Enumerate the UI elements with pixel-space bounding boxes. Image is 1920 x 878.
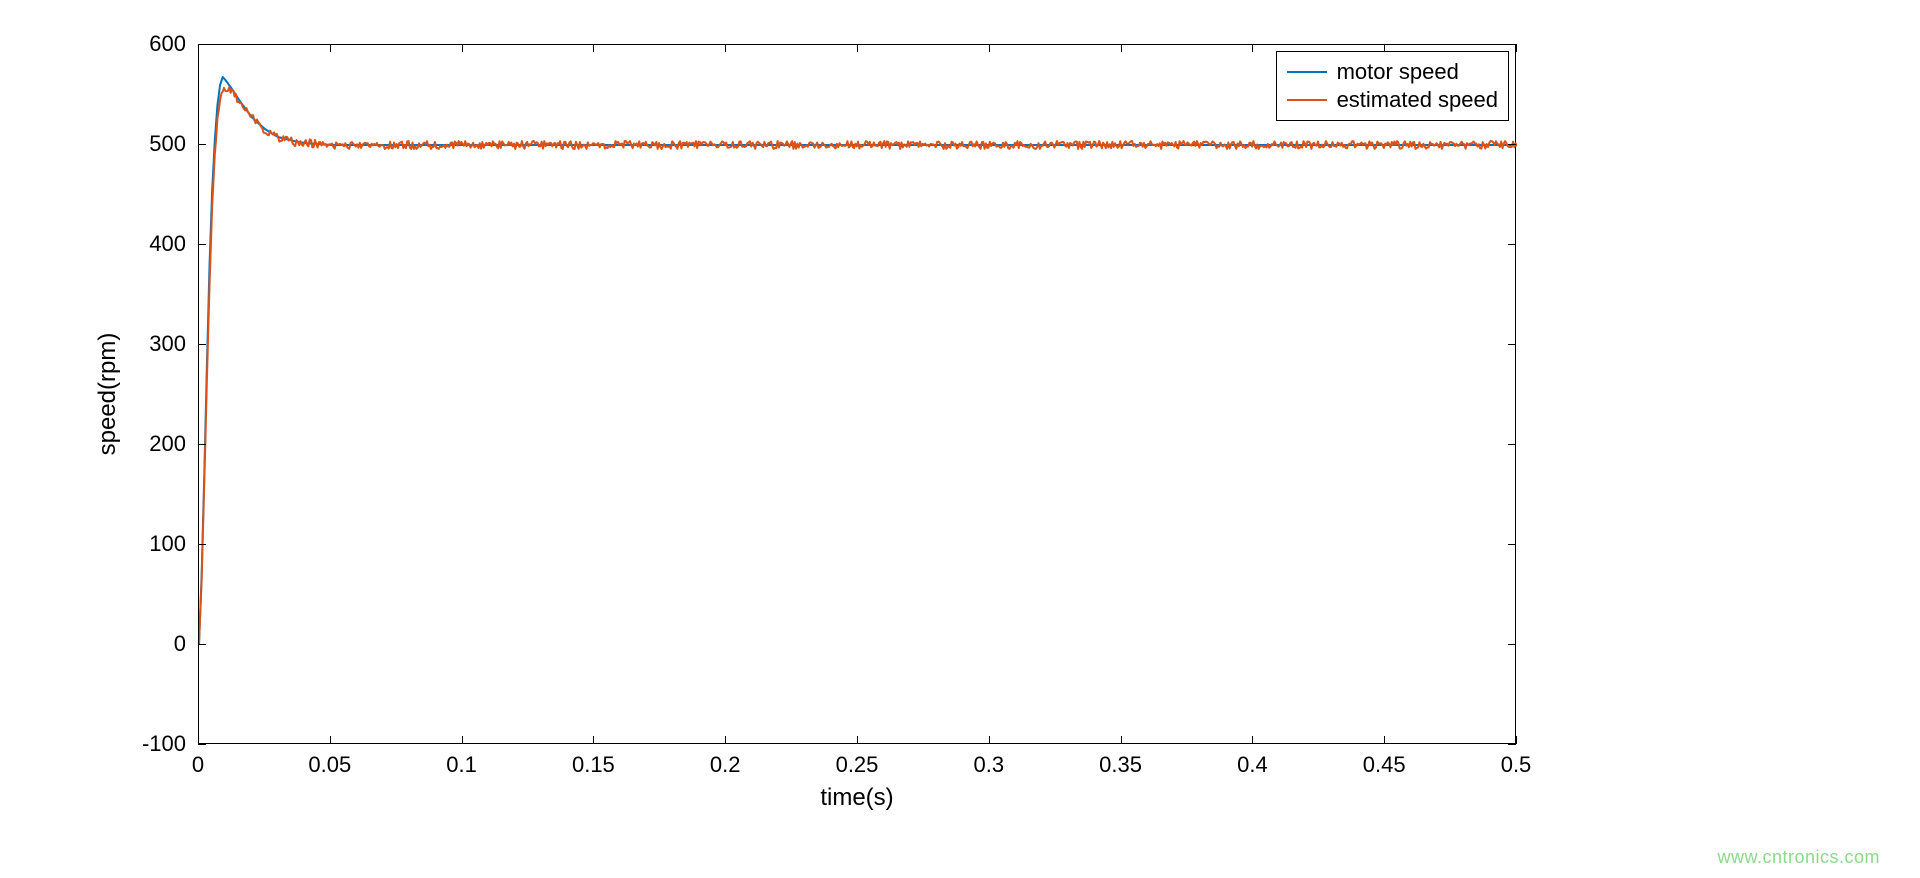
xtick-label: 0.5 bbox=[1501, 752, 1532, 778]
xtick-mark bbox=[989, 736, 990, 744]
legend: motor speedestimated speed bbox=[1276, 51, 1509, 121]
legend-entry: motor speed bbox=[1287, 58, 1498, 86]
xtick-mark-top bbox=[989, 44, 990, 52]
x-axis-label: time(s) bbox=[820, 784, 893, 812]
legend-swatch bbox=[1287, 99, 1327, 101]
xtick-mark bbox=[462, 736, 463, 744]
xtick-mark-top bbox=[1252, 44, 1253, 52]
ytick-mark-right bbox=[1508, 744, 1516, 745]
xtick-mark bbox=[1252, 736, 1253, 744]
xtick-mark-top bbox=[857, 44, 858, 52]
legend-entry: estimated speed bbox=[1287, 86, 1498, 114]
ytick-label: 400 bbox=[149, 231, 186, 257]
ytick-mark bbox=[198, 444, 206, 445]
plot-area: motor speedestimated speed bbox=[198, 44, 1516, 744]
xtick-label: 0.05 bbox=[308, 752, 351, 778]
ytick-mark-right bbox=[1508, 444, 1516, 445]
plot-svg bbox=[199, 45, 1517, 745]
xtick-mark-top bbox=[1121, 44, 1122, 52]
xtick-mark-top bbox=[330, 44, 331, 52]
xtick-mark bbox=[725, 736, 726, 744]
xtick-label: 0.25 bbox=[836, 752, 879, 778]
xtick-label: 0.1 bbox=[446, 752, 477, 778]
xtick-mark-top bbox=[462, 44, 463, 52]
watermark: www.cntronics.com bbox=[1717, 847, 1880, 868]
series-line bbox=[199, 77, 1517, 645]
ytick-label: -100 bbox=[142, 731, 186, 757]
ytick-label: 200 bbox=[149, 431, 186, 457]
ytick-mark-right bbox=[1508, 644, 1516, 645]
xtick-label: 0.3 bbox=[974, 752, 1005, 778]
legend-label: estimated speed bbox=[1337, 87, 1498, 113]
xtick-label: 0.45 bbox=[1363, 752, 1406, 778]
xtick-mark-top bbox=[1384, 44, 1385, 52]
legend-swatch bbox=[1287, 71, 1327, 73]
xtick-mark bbox=[593, 736, 594, 744]
ytick-label: 100 bbox=[149, 531, 186, 557]
xtick-label: 0.35 bbox=[1099, 752, 1142, 778]
xtick-mark bbox=[857, 736, 858, 744]
ytick-mark bbox=[198, 344, 206, 345]
ytick-mark bbox=[198, 44, 206, 45]
xtick-mark-top bbox=[725, 44, 726, 52]
xtick-mark bbox=[1121, 736, 1122, 744]
xtick-mark-top bbox=[593, 44, 594, 52]
xtick-mark-top bbox=[198, 44, 199, 52]
ytick-mark-right bbox=[1508, 244, 1516, 245]
xtick-label: 0.4 bbox=[1237, 752, 1268, 778]
ytick-mark-right bbox=[1508, 344, 1516, 345]
ytick-mark-right bbox=[1508, 144, 1516, 145]
xtick-mark bbox=[330, 736, 331, 744]
ytick-mark bbox=[198, 144, 206, 145]
ytick-label: 600 bbox=[149, 31, 186, 57]
xtick-mark bbox=[1384, 736, 1385, 744]
ytick-label: 300 bbox=[149, 331, 186, 357]
ytick-mark-right bbox=[1508, 544, 1516, 545]
xtick-label: 0.15 bbox=[572, 752, 615, 778]
ytick-mark bbox=[198, 544, 206, 545]
ytick-mark-right bbox=[1508, 44, 1516, 45]
ytick-mark bbox=[198, 644, 206, 645]
xtick-mark bbox=[1516, 736, 1517, 744]
ytick-label: 0 bbox=[174, 631, 186, 657]
series-line bbox=[199, 87, 1517, 643]
ytick-mark bbox=[198, 244, 206, 245]
figure: motor speedestimated speed time(s) speed… bbox=[0, 0, 1920, 878]
xtick-mark bbox=[198, 736, 199, 744]
ytick-label: 500 bbox=[149, 131, 186, 157]
xtick-mark-top bbox=[1516, 44, 1517, 52]
xtick-label: 0 bbox=[192, 752, 204, 778]
ytick-mark bbox=[198, 744, 206, 745]
xtick-label: 0.2 bbox=[710, 752, 741, 778]
legend-label: motor speed bbox=[1337, 59, 1459, 85]
y-axis-label: speed(rpm) bbox=[94, 333, 122, 456]
